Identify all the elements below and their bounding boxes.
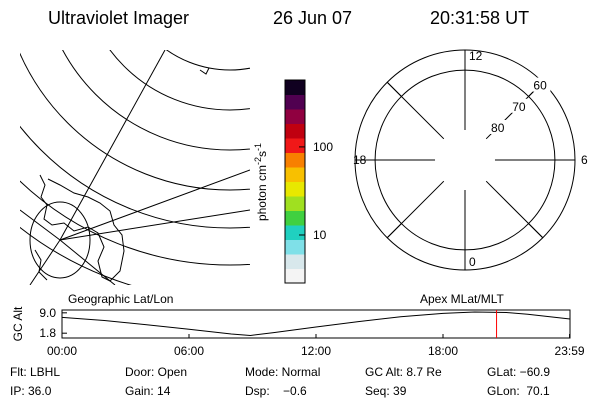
status-field: GLon: 70.1	[487, 384, 550, 398]
y-axis-label: GC Alt	[11, 306, 25, 341]
color-step	[285, 80, 305, 95]
color-step	[285, 268, 305, 284]
tick-label: 100	[313, 140, 333, 154]
x-tick-label: 06:00	[174, 344, 204, 358]
lon-line	[20, 209, 61, 241]
status-field: Seq: 39	[365, 384, 407, 398]
status-field: Dsp: −0.6	[245, 384, 307, 398]
lat-circle	[20, 180, 250, 266]
color-step	[285, 94, 305, 110]
mlt-label: 12	[469, 49, 483, 63]
x-tick-label: 00:00	[47, 344, 77, 358]
color-step	[285, 109, 305, 124]
time: 20:31:58 UT	[430, 8, 529, 28]
color-step	[285, 152, 305, 168]
lat-circle	[20, 52, 250, 191]
lon-line	[59, 50, 166, 241]
color-step	[285, 138, 305, 153]
lat-circle	[29, 201, 91, 279]
mlt-label: 6	[581, 153, 588, 167]
mlt-grid-line	[386, 81, 445, 140]
y-tick-label: 1.8	[39, 326, 56, 340]
y-tick-label: 9.0	[39, 306, 56, 320]
color-step	[285, 225, 305, 240]
mlt-label: 18	[353, 153, 367, 167]
title: Ultraviolet Imager	[48, 8, 189, 28]
colorbar-label: photon cm-2s-1	[253, 143, 269, 221]
footer: Flt: LBHL Door: Open Mode: Normal GC Alt: 8…	[10, 365, 550, 398]
color-step	[285, 254, 305, 269]
mlt-grid-line	[386, 180, 445, 239]
lon-line	[59, 209, 250, 241]
lon-line	[29, 239, 61, 285]
date: 26 Jun 07	[273, 8, 352, 28]
color-step	[285, 239, 305, 255]
coastline	[39, 174, 125, 282]
color-step	[285, 210, 305, 226]
apex-title: Apex MLat/MLT	[420, 292, 504, 306]
lat-circle	[62, 50, 250, 151]
color-step	[285, 167, 305, 182]
x-tick-label: 12:00	[301, 344, 331, 358]
colorbar-frame	[284, 79, 306, 284]
coastline	[199, 67, 210, 75]
label-bg	[490, 119, 509, 134]
mlt-label: 0	[469, 255, 476, 269]
lat-circle	[109, 50, 250, 111]
label-bg	[532, 77, 551, 92]
mlat-label: 70	[512, 100, 526, 114]
label-part: -2	[253, 157, 263, 165]
color-step	[285, 196, 305, 211]
geo-map	[20, 50, 250, 285]
geo-title: Geographic Lat/Lon	[68, 292, 173, 306]
lat-circle	[20, 125, 250, 229]
status-field: Flt: LBHL	[10, 365, 60, 379]
status-field: Mode: Normal	[245, 365, 320, 379]
mlat-label: 60	[533, 79, 547, 93]
x-tick-label: 23:59	[555, 344, 585, 358]
lon-line	[59, 169, 250, 241]
tick-label: 10	[313, 228, 327, 242]
label-part: s	[255, 151, 269, 157]
lat-circle	[165, 50, 250, 71]
x-tick-label: 18:00	[428, 344, 458, 358]
altitude-line	[61, 311, 571, 336]
lon-line	[59, 239, 116, 285]
color-step	[285, 123, 305, 139]
status-field: GLat: −60.9	[487, 365, 550, 379]
mlat-label: 80	[491, 121, 505, 135]
status-field: IP: 36.0	[10, 384, 52, 398]
label-part: -1	[253, 143, 263, 151]
label-bg	[511, 98, 530, 113]
mlt-grid-line	[485, 180, 544, 239]
coastline	[34, 249, 48, 281]
status-field: Door: Open	[125, 365, 187, 379]
status-field: GC Alt: 8.7 Re	[365, 365, 442, 379]
status-field: Gain: 14	[125, 384, 171, 398]
color-step	[285, 181, 305, 197]
label-part: photon cm	[255, 165, 269, 221]
